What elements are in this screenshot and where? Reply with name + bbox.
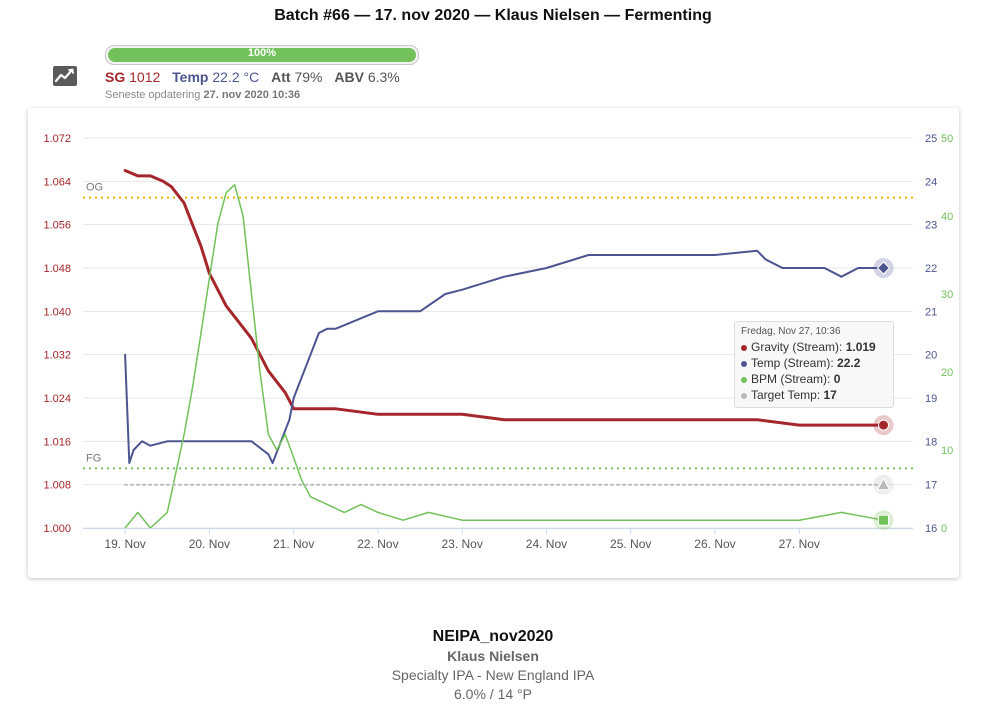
marker-gravity-stream (878, 419, 890, 431)
tooltip-row-gravity: Gravity (Stream): 1.019 (741, 339, 887, 355)
marker-target-temp (876, 477, 891, 491)
x-tick-label: 20. Nov (189, 537, 230, 551)
line-chart-icon (53, 66, 77, 86)
tooltip-row-bpm: BPM (Stream): 0 (741, 371, 887, 387)
temp-tick-label: 16 (925, 523, 937, 535)
temp-tick-label: 22 (925, 263, 937, 275)
plotline-label-fg: FG (86, 452, 101, 464)
x-tick-label: 21. Nov (273, 537, 314, 551)
stat-temp: Temp 22.2 °C (172, 69, 260, 85)
x-tick-label: 23. Nov (442, 537, 483, 551)
gravity-tick-label: 1.040 (43, 306, 71, 318)
bpm-dot-icon (741, 376, 747, 383)
progress-bar: 100% (105, 45, 419, 65)
gravity-dot-icon (741, 344, 747, 351)
last-updated: Seneste opdatering 27. nov 2020 10:36 (105, 89, 301, 101)
temp-tick-label: 20 (925, 350, 937, 362)
recipe-style: Specialty IPA - New England IPA (391, 667, 595, 683)
tooltip-row-temp: Temp (Stream): 22.2 (741, 355, 887, 371)
recipe-params: 6.0% / 14 °P (454, 686, 532, 702)
series-bpm-stream (124, 184, 885, 529)
gravity-tick-label: 1.048 (43, 263, 71, 275)
stat-att: Att 79% (271, 69, 323, 85)
bpm-tick-label: 10 (941, 445, 953, 457)
temp-tick-label: 21 (925, 306, 937, 318)
marker-bpm-stream (878, 514, 890, 526)
temp-tick-label: 23 (925, 220, 937, 232)
marker-temp-stream (876, 261, 891, 275)
x-tick-label: 25. Nov (610, 537, 651, 551)
target-dot-icon (741, 392, 747, 399)
recipe-brewer: Klaus Nielsen (447, 648, 539, 664)
temp-tick-label: 19 (925, 393, 937, 405)
temp-tick-label: 17 (925, 480, 937, 492)
gravity-tick-label: 1.064 (43, 176, 71, 188)
tooltip-row-target: Target Temp: 17 (741, 387, 887, 403)
plotline-label-og: OG (86, 182, 103, 194)
temp-dot-icon (741, 360, 747, 367)
bpm-tick-label: 20 (941, 367, 953, 379)
stat-sg: SG 1012 (105, 69, 161, 85)
x-tick-label: 22. Nov (357, 537, 398, 551)
x-tick-label: 27. Nov (779, 537, 820, 551)
tooltip-title: Fredag, Nov 27, 10:36 (741, 326, 841, 337)
x-tick-label: 24. Nov (526, 537, 567, 551)
x-tick-label: 19. Nov (104, 537, 145, 551)
gravity-tick-label: 1.008 (43, 480, 71, 492)
gravity-tick-label: 1.000 (43, 523, 71, 535)
chart-tooltip: Fredag, Nov 27, 10:36 Gravity (Stream): … (734, 321, 894, 408)
page-title: Batch #66 — 17. nov 2020 — Klaus Nielsen… (274, 7, 712, 24)
status-block: 100% SG 1012 Temp 22.2 °C Att 79% ABV 6.… (50, 45, 450, 105)
temp-tick-label: 18 (925, 436, 937, 448)
bpm-tick-label: 40 (941, 211, 953, 223)
bpm-tick-label: 30 (941, 289, 953, 301)
temp-tick-label: 25 (925, 133, 937, 145)
bpm-tick-label: 0 (941, 523, 947, 535)
gravity-tick-label: 1.072 (43, 133, 71, 145)
stat-abv: ABV 6.3% (334, 69, 400, 85)
gravity-tick-label: 1.056 (43, 220, 71, 232)
fermentation-chart[interactable]: OG FG 1.072 1.064 1.056 1.048 1.040 1.032 1.024… (28, 108, 959, 578)
recipe-name: NEIPA_nov2020 (432, 628, 554, 645)
gravity-tick-label: 1.016 (43, 436, 71, 448)
gravity-tick-label: 1.032 (43, 350, 71, 362)
series-temp-stream (124, 249, 885, 464)
progress-fill (108, 48, 416, 62)
recipe-info: NEIPA_nov2020 Klaus Nielsen Specialty IP… (0, 628, 986, 702)
temp-tick-label: 24 (925, 176, 937, 188)
chart-card: OG FG 1.072 1.064 1.056 1.048 1.040 1.032 1.024… (28, 108, 959, 578)
progress-label: 100% (247, 47, 277, 59)
bpm-tick-label: 50 (941, 133, 953, 145)
gravity-tick-label: 1.024 (43, 393, 71, 405)
x-tick-label: 26. Nov (694, 537, 735, 551)
stats-row: SG 1012 Temp 22.2 °C Att 79% ABV 6.3% (105, 69, 400, 85)
series-gravity-stream (123, 169, 885, 427)
